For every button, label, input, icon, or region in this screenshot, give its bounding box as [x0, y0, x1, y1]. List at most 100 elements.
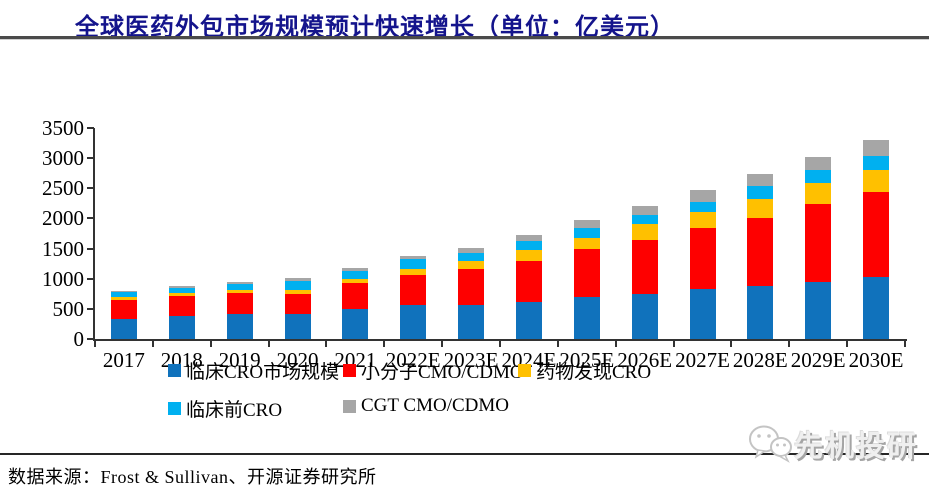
x-axis-label-2023E: 2023E [443, 348, 499, 372]
bar-segment-2022E-小分子CMO/CDMO [400, 274, 427, 306]
bar-2020 [284, 278, 311, 339]
bar-segment-2023E-临床前CRO [458, 252, 485, 262]
bar-segment-2018-临床前CRO [168, 287, 195, 293]
bar-segment-2030E-药物发现CRO [863, 169, 890, 193]
bar-segment-2027E-小分子CMO/CDMO [689, 228, 716, 290]
x-axis-tick [788, 341, 791, 347]
bar-segment-2028E-CGT CMO/CDMO [747, 174, 774, 187]
bar-segment-2019-药物发现CRO [226, 289, 253, 294]
x-axis-tick [383, 341, 386, 347]
x-axis-label-2027E: 2027E [675, 348, 730, 372]
bar-segment-2026E-小分子CMO/CDMO [631, 239, 658, 294]
y-axis-tick-label: 0 [73, 327, 85, 351]
bar-2021 [342, 268, 369, 339]
bar-2027E [689, 190, 716, 339]
bar-segment-2021-药物发现CRO [342, 279, 369, 284]
x-axis-tick [904, 341, 906, 347]
bar-segment-2024E-临床CRO市场规模 [515, 301, 542, 339]
x-axis-label-2018: 2018 [160, 348, 203, 372]
bar-segment-2022E-临床前CRO [400, 258, 427, 270]
bar-segment-2017-临床CRO市场规模 [110, 318, 137, 339]
x-axis-tick [614, 341, 617, 347]
bar-segment-2020-小分子CMO/CDMO [284, 294, 311, 314]
legend-item-clinical-cro: 临床CRO市场规模 [168, 357, 339, 384]
bar-segment-2024E-药物发现CRO [515, 249, 542, 261]
bar-segment-2022E-临床CRO市场规模 [400, 305, 427, 339]
bar-segment-2018-药物发现CRO [168, 292, 195, 296]
bar-segment-2021-临床前CRO [342, 270, 369, 280]
watermark-text: 先机投研 [794, 431, 919, 463]
bar-segment-2029E-临床CRO市场规模 [805, 282, 832, 339]
y-axis-tick-label: 3500 [42, 116, 84, 140]
bar-2018 [168, 286, 195, 339]
legend-item-cgt-cmo-cdmo: CGT CMO/CDMO [343, 395, 509, 417]
y-axis-tick-label: 1500 [42, 236, 84, 261]
bar-2026E [631, 206, 658, 339]
bar-segment-2025E-临床CRO市场规模 [573, 296, 600, 339]
data-source: 数据来源：Frost & Sullivan、开源证券研究所 [8, 467, 377, 487]
bar-segment-2029E-临床前CRO [805, 169, 832, 184]
bar-segment-2020-药物发现CRO [284, 289, 311, 295]
bar-segment-2021-临床CRO市场规模 [342, 309, 369, 339]
bar-segment-2018-临床CRO市场规模 [168, 315, 195, 339]
x-axis-label-2026E: 2026E [617, 348, 673, 372]
title-divider [0, 36, 929, 40]
bar-2024E [515, 234, 542, 339]
y-axis-tick [87, 277, 94, 280]
x-axis-line [93, 339, 907, 341]
wechat-icon [749, 425, 792, 463]
y-axis-line [93, 128, 95, 341]
bar-segment-2027E-临床前CRO [689, 201, 716, 212]
x-axis-tick [325, 341, 328, 347]
bar-segment-2017-药物发现CRO [110, 296, 137, 300]
bar-segment-2026E-CGT CMO/CDMO [631, 206, 658, 216]
x-axis-label-2030E: 2030E [848, 348, 904, 372]
x-axis-tick [672, 341, 675, 347]
bar-segment-2029E-药物发现CRO [805, 183, 832, 205]
bar-segment-2026E-药物发现CRO [631, 223, 658, 240]
bar-2017 [110, 290, 137, 339]
x-axis-tick [267, 341, 270, 347]
bar-segment-2024E-临床前CRO [515, 241, 542, 250]
x-axis-tick [730, 341, 733, 347]
y-axis-tick [87, 217, 94, 220]
y-axis-tick [87, 338, 94, 340]
bar-segment-2017-CGT CMO/CDMO [110, 290, 137, 293]
bar-segment-2019-临床CRO市场规模 [226, 314, 253, 339]
y-axis-tick-label: 2000 [42, 206, 84, 231]
bar-segment-2025E-CGT CMO/CDMO [573, 219, 600, 228]
bar-segment-2029E-CGT CMO/CDMO [805, 157, 832, 170]
bar-segment-2020-临床CRO市场规模 [284, 313, 311, 339]
x-axis-label-2019: 2019 [218, 348, 261, 372]
bar-segment-2022E-CGT CMO/CDMO [400, 255, 427, 259]
bar-segment-2020-临床前CRO [284, 280, 311, 290]
bar-segment-2028E-临床前CRO [747, 186, 774, 199]
bar-segment-2019-CGT CMO/CDMO [226, 281, 253, 284]
y-axis-tick-label: 1000 [42, 266, 84, 291]
bar-segment-2027E-药物发现CRO [689, 211, 716, 229]
bar-segment-2023E-临床CRO市场规模 [458, 304, 485, 339]
bar-segment-2024E-小分子CMO/CDMO [515, 260, 542, 302]
bar-segment-2030E-小分子CMO/CDMO [863, 192, 890, 277]
legend-label-clinical-cro: 临床CRO市场规模 [186, 362, 340, 383]
bar-segment-2030E-CGT CMO/CDMO [863, 140, 890, 157]
x-axis-label-2028E: 2028E [732, 348, 788, 372]
bar-2028E [747, 174, 774, 339]
bar-segment-2021-CGT CMO/CDMO [342, 268, 369, 271]
legend-label-preclinical-cro: 临床前CRO [186, 400, 283, 421]
bar-2023E [458, 248, 485, 339]
bar-2022E [400, 255, 427, 339]
legend-swatch-preclinical-cro [168, 402, 181, 415]
bar-segment-2028E-临床CRO市场规模 [747, 285, 774, 339]
legend-item-preclinical-cro: 临床前CRO [168, 395, 282, 422]
x-axis-label-2020: 2020 [276, 348, 319, 372]
bar-segment-2019-临床前CRO [226, 283, 253, 290]
legend-label-drug-discovery-cro: 药物发现CRO [536, 362, 652, 383]
legend-item-drug-discovery-cro: 药物发现CRO [518, 357, 651, 384]
bar-segment-2030E-临床前CRO [863, 156, 890, 170]
bar-segment-2026E-临床前CRO [631, 215, 658, 224]
bar-segment-2019-小分子CMO/CDMO [226, 293, 253, 315]
footer-divider [0, 453, 929, 455]
x-axis-tick [94, 341, 96, 347]
